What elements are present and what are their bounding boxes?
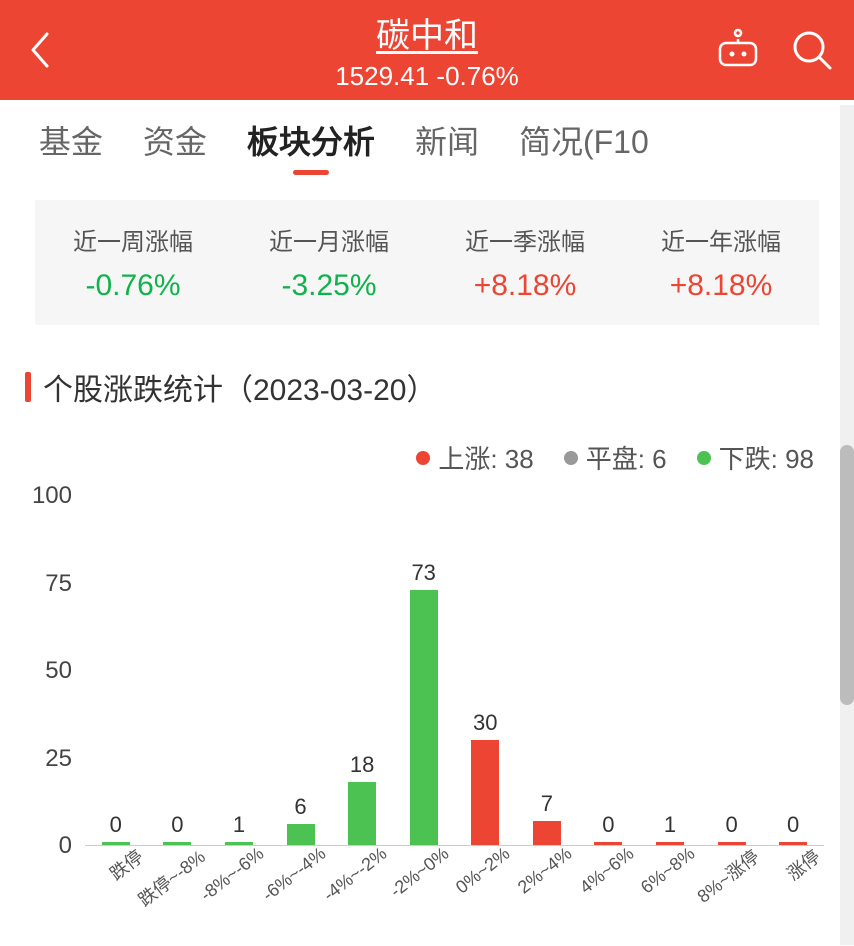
robot-icon [716,28,760,72]
bar-slot: 30 [454,710,516,845]
tab-板块分析[interactable]: 板块分析 [247,107,375,173]
legend-text: 平盘: 6 [586,439,667,476]
bar [163,842,191,845]
chart-plot: 0 0 1 6 18 73 30 7 0 1 0 0 [85,496,824,846]
bar [410,590,438,846]
bar-slot: 0 [147,812,209,845]
bar-value-label: 0 [171,812,183,838]
bar-value-label: 0 [602,812,614,838]
bar-value-label: 1 [233,812,245,838]
bar-slot: 0 [701,812,763,845]
bar-slot: 0 [85,812,147,845]
bar-slot: 6 [270,794,332,845]
legend-item: 平盘: 6 [564,439,667,476]
bar-slot: 18 [331,752,393,845]
bar-slot: 0 [578,812,640,845]
bar-value-label: 7 [541,791,553,817]
bar-slot: 73 [393,560,455,846]
chevron-left-icon [27,30,53,70]
stat-cell: 近一周涨幅 -0.76% [35,222,231,303]
legend-dot-icon [564,451,578,465]
stat-value: -0.76% [35,269,231,303]
header-actions [716,28,834,72]
stat-cell: 近一月涨幅 -3.25% [231,222,427,303]
bar [656,842,684,846]
bar [594,842,622,845]
bar-slot: 1 [639,812,701,846]
bar [225,842,253,846]
period-stats: 近一周涨幅-0.76%近一月涨幅-3.25%近一季涨幅+8.18%近一年涨幅+8… [35,200,819,325]
tab-简况(F10[interactable]: 简况(F10 [519,107,649,173]
back-button[interactable] [20,30,60,70]
stat-value: -3.25% [231,269,427,303]
legend-text: 下跌: 98 [719,439,814,476]
bar [287,824,315,845]
stock-price-change: 1529.41 -0.76% [335,61,519,92]
search-icon [790,28,834,72]
bar-value-label: 73 [411,560,435,586]
bar [471,740,499,845]
bar-slot: 0 [762,812,824,845]
y-axis: 0255075100 [20,496,80,846]
legend-dot-icon [416,451,430,465]
bar-value-label: 0 [787,812,799,838]
tab-资金[interactable]: 资金 [143,107,207,173]
search-button[interactable] [790,28,834,72]
robot-button[interactable] [716,28,760,72]
bar-value-label: 6 [294,794,306,820]
legend-item: 下跌: 98 [697,439,814,476]
stat-value: +8.18% [427,269,623,303]
stock-title: 碳中和 [335,8,519,57]
y-tick: 50 [45,657,72,685]
bar-slot: 1 [208,812,270,846]
bar-slot: 7 [516,791,578,846]
stat-label: 近一周涨幅 [35,222,231,257]
bar-value-label: 1 [664,812,676,838]
stat-cell: 近一季涨幅 +8.18% [427,222,623,303]
stat-label: 近一年涨幅 [623,222,819,257]
tab-新闻[interactable]: 新闻 [415,107,479,173]
scrollbar-thumb[interactable] [840,445,854,705]
y-tick: 75 [45,570,72,598]
section-title: 个股涨跌统计（2023-03-20） [25,365,829,409]
tab-基金[interactable]: 基金 [39,107,103,173]
y-tick: 0 [59,832,72,860]
bar-value-label: 30 [473,710,497,736]
stat-label: 近一季涨幅 [427,222,623,257]
tab-bar: t基金资金板块分析新闻简况(F10 [0,100,854,180]
stat-value: +8.18% [623,269,819,303]
legend-item: 上涨: 38 [416,439,533,476]
y-tick: 25 [45,745,72,773]
bar-value-label: 18 [350,752,374,778]
bar-value-label: 0 [725,812,737,838]
chart-legend: 上涨: 38 平盘: 6 下跌: 98 [0,429,854,486]
header-title-group[interactable]: 碳中和 1529.41 -0.76% [335,8,519,92]
bar-value-label: 0 [110,812,122,838]
bar [348,782,376,845]
stat-label: 近一月涨幅 [231,222,427,257]
y-tick: 100 [32,482,72,510]
legend-dot-icon [697,451,711,465]
bar [779,842,807,845]
app-header: 碳中和 1529.41 -0.76% [0,0,854,100]
bar [102,842,130,845]
bar [718,842,746,845]
scrollbar-track[interactable] [840,105,854,945]
legend-text: 上涨: 38 [438,439,533,476]
stat-cell: 近一年涨幅 +8.18% [623,222,819,303]
distribution-chart: 0255075100 001618733070100 跌停跌停~-8%-8%~-… [20,496,834,916]
bar [533,821,561,846]
